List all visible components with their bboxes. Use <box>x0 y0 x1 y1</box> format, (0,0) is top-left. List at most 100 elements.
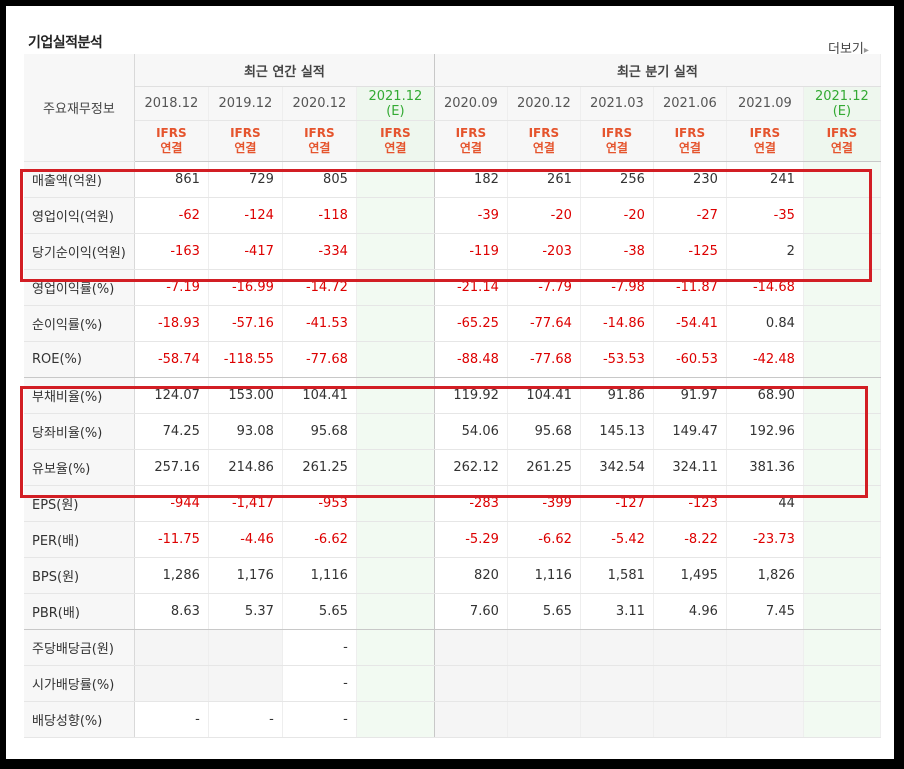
estimate-mark: (E) <box>386 103 405 119</box>
value-cell: -14.68 <box>726 269 804 306</box>
period-header: 2018.12 <box>134 86 209 121</box>
row-label: 매출액(억원) <box>24 161 135 198</box>
value-cell: 119.92 <box>434 377 508 414</box>
row-label: 시가배당률(%) <box>24 665 135 702</box>
table-row: 시가배당률(%) - <box>24 665 881 702</box>
value-cell: 91.86 <box>580 377 654 414</box>
value-cell: -77.64 <box>507 305 581 342</box>
value-cell <box>507 665 581 702</box>
value-cell: -14.72 <box>282 269 357 306</box>
consolidated-label: 연결 <box>384 141 407 155</box>
value-cell: - <box>208 701 283 738</box>
row-label: 순이익률(%) <box>24 305 135 342</box>
value-cell: -23.73 <box>726 521 804 558</box>
value-cell: 241 <box>726 161 804 198</box>
value-cell: -88.48 <box>434 341 508 378</box>
period-label: 2020.12 <box>516 96 571 111</box>
value-cell <box>803 413 881 450</box>
value-cell: -7.98 <box>580 269 654 306</box>
estimate-mark: (E) <box>832 103 852 119</box>
value-cell <box>726 665 804 702</box>
ifrs-badge: IFRS 연결 <box>580 120 654 162</box>
value-cell: 1,826 <box>726 557 804 594</box>
value-cell: -35 <box>726 197 804 234</box>
period-header: 2020.09 <box>434 86 508 121</box>
ifrs-badge: IFRS 연결 <box>507 120 581 162</box>
value-cell <box>803 305 881 342</box>
consolidated-label: 연결 <box>753 141 776 155</box>
consolidated-label: 연결 <box>459 141 482 155</box>
period-label: 2018.12 <box>144 96 199 111</box>
value-cell: - <box>282 701 357 738</box>
value-cell: -417 <box>208 233 283 270</box>
period-header: 2019.12 <box>208 86 283 121</box>
section-title: 기업실적분석 <box>28 35 103 51</box>
value-cell: -6.62 <box>282 521 357 558</box>
value-cell: - <box>282 629 357 666</box>
value-cell: - <box>134 701 209 738</box>
value-cell: -123 <box>653 485 727 522</box>
value-cell: 5.65 <box>282 593 357 630</box>
value-cell: 4.96 <box>653 593 727 630</box>
value-cell: - <box>282 665 357 702</box>
ifrs-label: IFRS <box>380 126 411 140</box>
value-cell: -125 <box>653 233 727 270</box>
consolidated-label: 연결 <box>308 141 331 155</box>
value-cell <box>803 485 881 522</box>
value-cell: 149.47 <box>653 413 727 450</box>
value-cell: -62 <box>134 197 209 234</box>
value-cell <box>134 665 209 702</box>
value-cell: -163 <box>134 233 209 270</box>
value-cell <box>803 701 881 738</box>
value-cell: 68.90 <box>726 377 804 414</box>
more-link[interactable]: 더보기▸ <box>828 38 869 57</box>
row-label: PER(배) <box>24 521 135 558</box>
value-cell: 261.25 <box>507 449 581 486</box>
value-cell: -124 <box>208 197 283 234</box>
value-cell <box>356 521 435 558</box>
ifrs-badge: IFRS 연결 <box>282 120 357 162</box>
value-cell: -7.19 <box>134 269 209 306</box>
value-cell: 257.16 <box>134 449 209 486</box>
period-label: 2020.09 <box>443 96 498 111</box>
value-cell: 256 <box>580 161 654 198</box>
value-cell: 5.65 <box>507 593 581 630</box>
value-cell <box>356 197 435 234</box>
value-cell: 262.12 <box>434 449 508 486</box>
row-label: 부채비율(%) <box>24 377 135 414</box>
value-cell: 192.96 <box>726 413 804 450</box>
ifrs-badge: IFRS 연결 <box>208 120 283 162</box>
value-cell: -54.41 <box>653 305 727 342</box>
value-cell: -77.68 <box>282 341 357 378</box>
value-cell <box>803 377 881 414</box>
table-row: 당기순이익(억원) -163 -417 -334 -119 -203 -38 -125 2 <box>24 233 881 270</box>
value-cell: 91.97 <box>653 377 727 414</box>
value-cell: 8.63 <box>134 593 209 630</box>
value-cell <box>356 269 435 306</box>
value-cell <box>803 665 881 702</box>
value-cell <box>803 557 881 594</box>
value-cell: -334 <box>282 233 357 270</box>
value-cell: 74.25 <box>134 413 209 450</box>
financial-table: 주요재무정보 최근 연간 실적 최근 분기 실적 2018.12 2019.12 2020… <box>24 54 881 738</box>
value-cell: -118 <box>282 197 357 234</box>
value-cell: 1,495 <box>653 557 727 594</box>
value-cell <box>803 593 881 630</box>
value-cell: -27 <box>653 197 727 234</box>
value-cell <box>434 665 508 702</box>
table-row: 배당성향(%) - - - <box>24 701 881 738</box>
value-cell: -65.25 <box>434 305 508 342</box>
value-cell <box>580 629 654 666</box>
value-cell: 3.11 <box>580 593 654 630</box>
value-cell: 104.41 <box>507 377 581 414</box>
value-cell <box>653 701 727 738</box>
value-cell <box>803 341 881 378</box>
value-cell <box>356 413 435 450</box>
value-cell: -39 <box>434 197 508 234</box>
period-label: 2020.12 <box>292 96 347 111</box>
value-cell: 95.68 <box>282 413 357 450</box>
ifrs-badge: IFRS 연결 <box>653 120 727 162</box>
value-cell: 7.45 <box>726 593 804 630</box>
ifrs-label: IFRS <box>601 126 633 140</box>
value-cell <box>356 233 435 270</box>
